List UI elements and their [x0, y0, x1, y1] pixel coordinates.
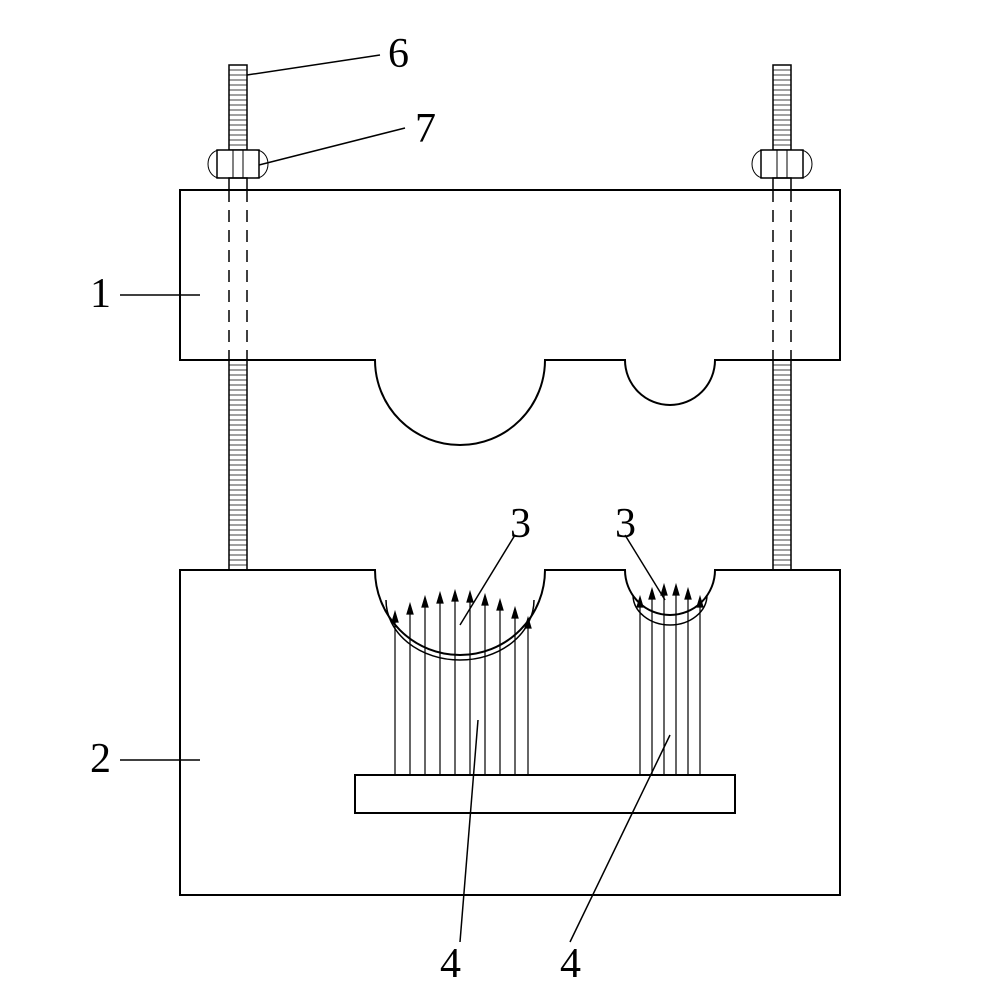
label-needles-small: 4 [560, 940, 581, 988]
label-groove-large: 3 [510, 500, 531, 548]
left-bolt [208, 65, 268, 570]
label-groove-small: 3 [615, 500, 636, 548]
lower-block [180, 570, 840, 895]
label-needles-large: 4 [440, 940, 461, 988]
needles-small [637, 585, 703, 775]
needles-large [392, 591, 531, 775]
label-lower-block: 2 [90, 735, 111, 783]
upper-block [180, 190, 840, 445]
label-nut: 7 [415, 105, 436, 153]
right-bolt [752, 65, 812, 570]
label-upper-block: 1 [90, 270, 111, 318]
leader-lines [120, 55, 670, 942]
needle-base [355, 775, 735, 813]
label-bolt-top: 6 [388, 30, 409, 78]
groove-small-inner [633, 595, 707, 625]
diagram-svg [0, 0, 987, 1000]
technical-diagram [0, 0, 987, 1000]
